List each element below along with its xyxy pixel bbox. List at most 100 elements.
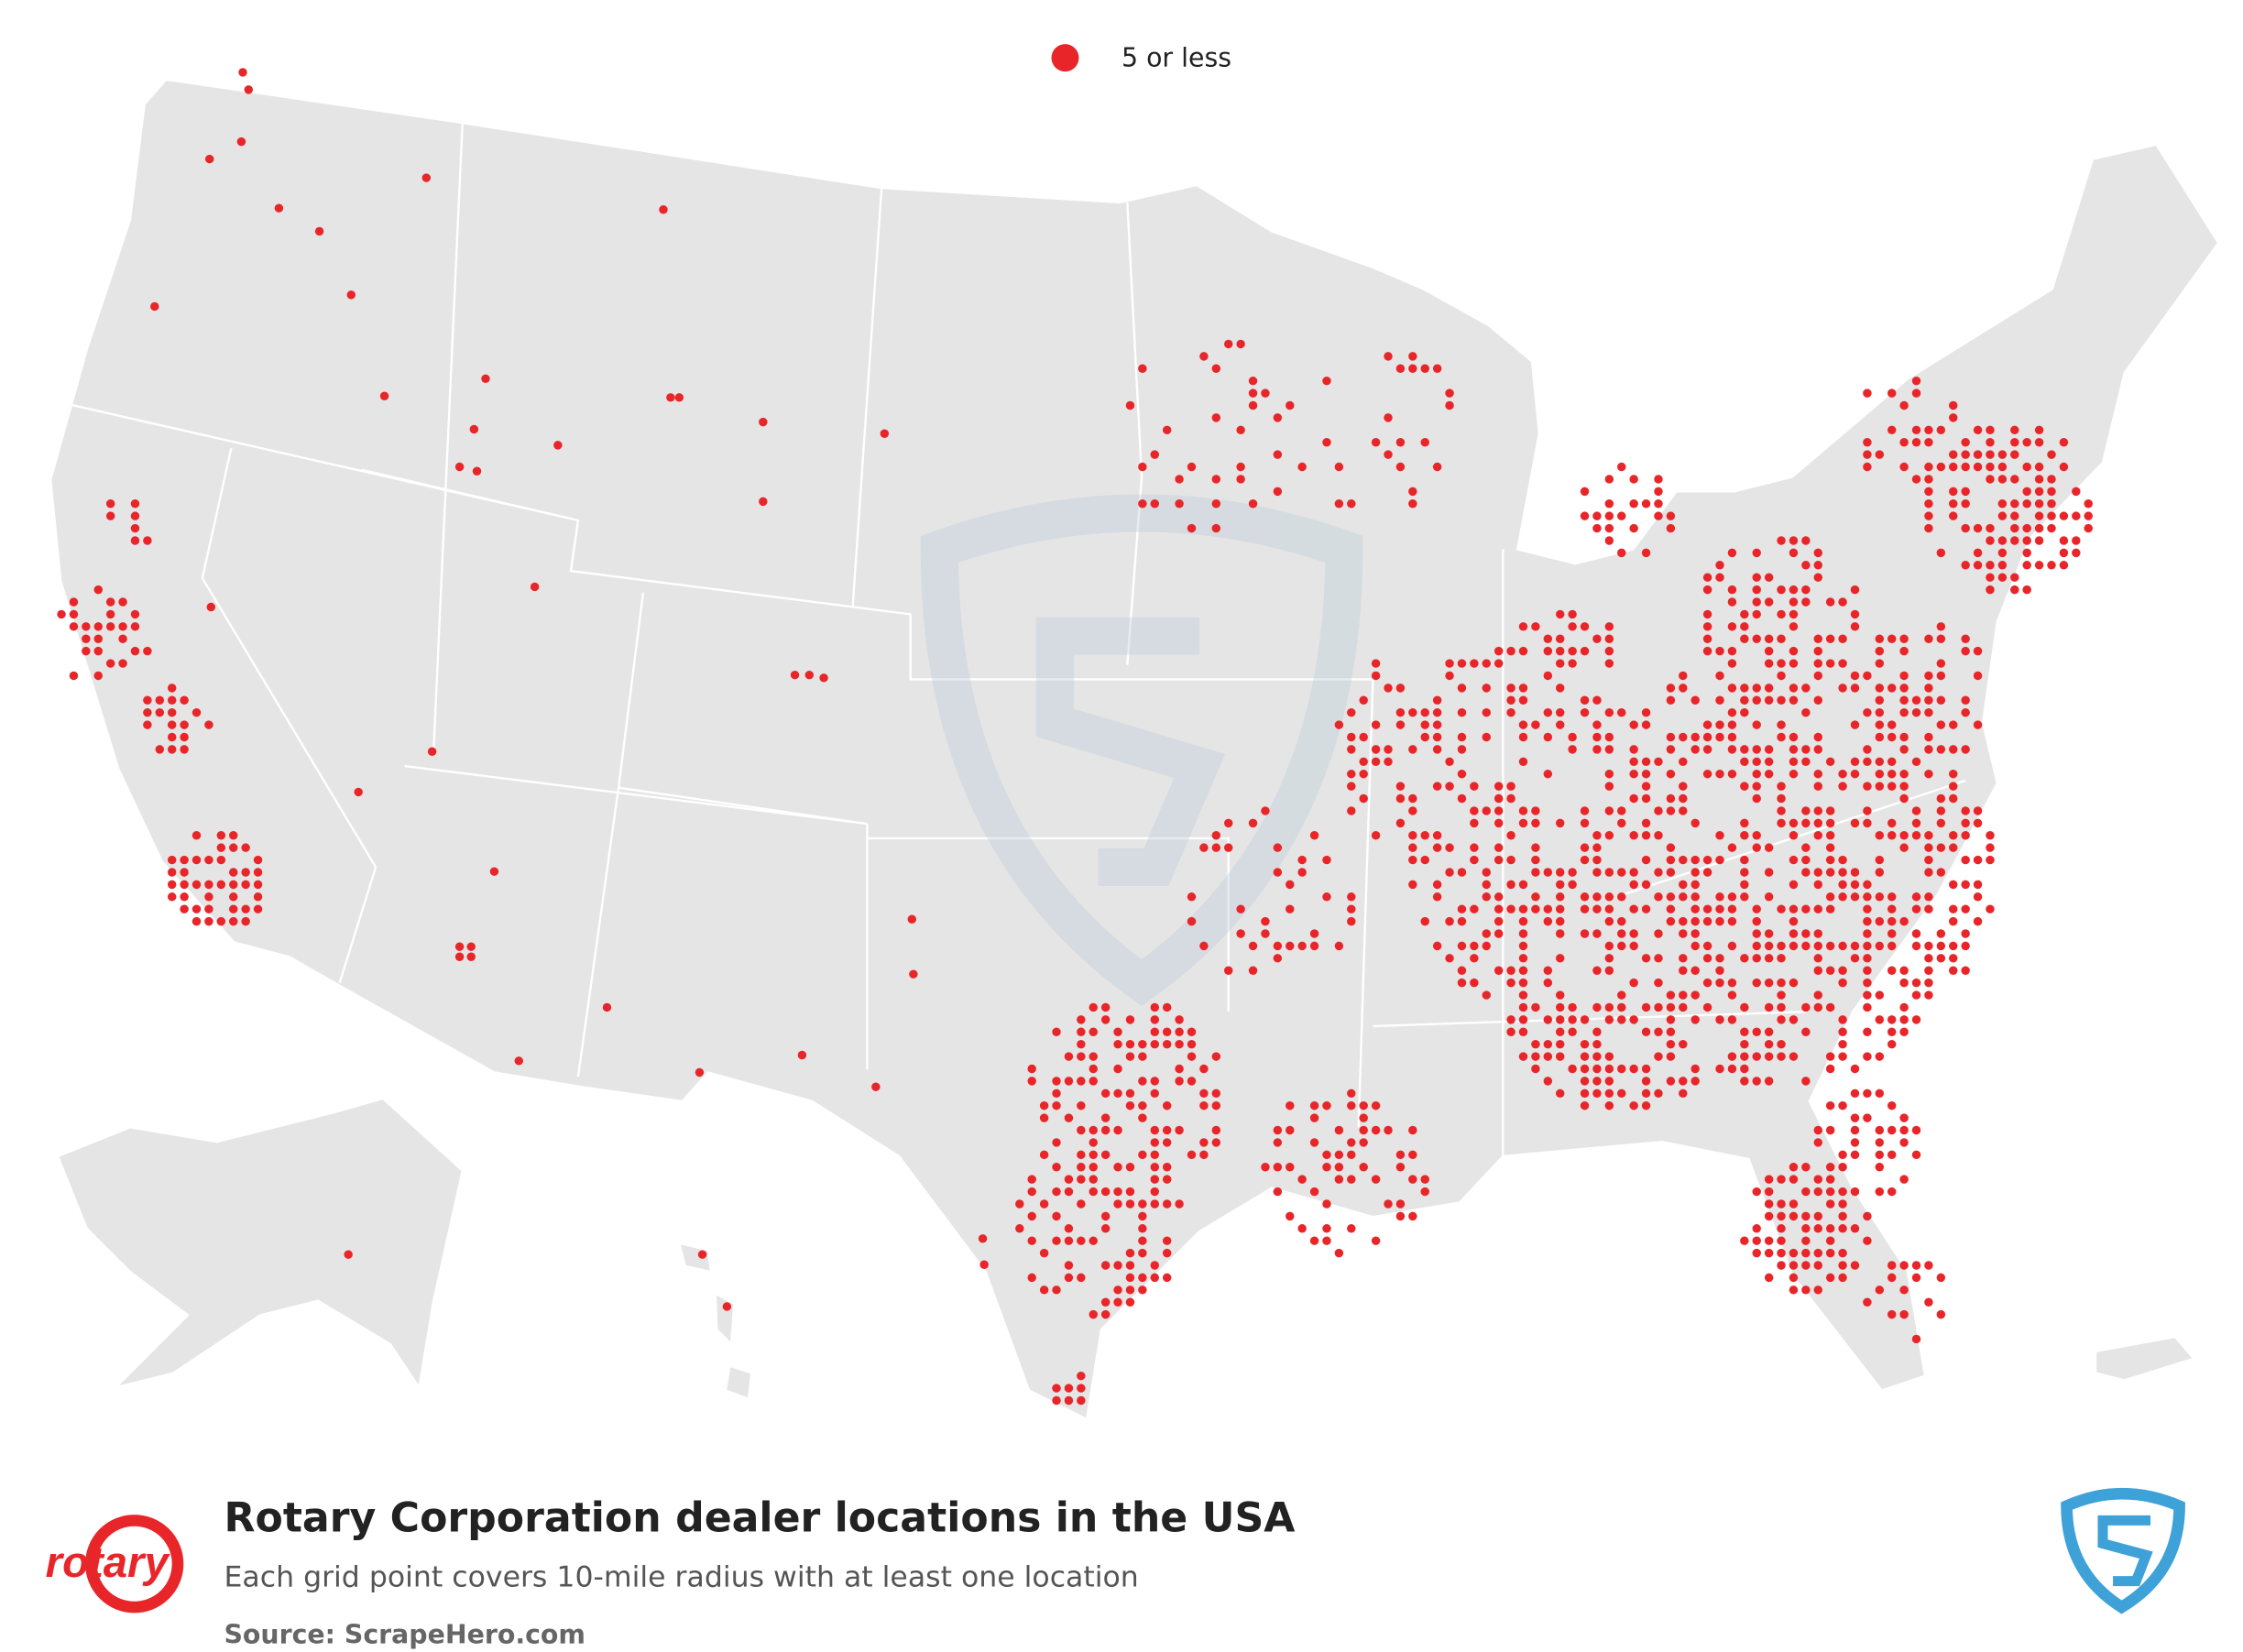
location-dot [1949, 720, 1958, 729]
location-dot [1494, 659, 1504, 668]
location-dot [1666, 695, 1676, 706]
location-dot [1777, 941, 1786, 951]
location-dot [1911, 1150, 1921, 1160]
location-dot [2034, 511, 2044, 520]
location-dot [1531, 1052, 1540, 1061]
location-dot [1359, 1163, 1368, 1172]
location-dot [150, 301, 159, 312]
location-dot [1420, 831, 1429, 840]
location-dot [1580, 1077, 1590, 1086]
location-dot [1125, 1248, 1135, 1258]
location-dot [253, 892, 263, 902]
location-dot [1211, 364, 1221, 374]
location-dot [1825, 855, 1835, 865]
location-dot [1813, 573, 1822, 582]
location-dot [1924, 732, 1933, 742]
location-dot [1973, 720, 1983, 729]
location-dot [1555, 1027, 1565, 1036]
location-dot [1457, 732, 1467, 742]
location-dot [1580, 1089, 1590, 1099]
location-dot [1580, 1064, 1590, 1074]
location-dot [1777, 782, 1786, 791]
location-dot [1764, 1002, 1774, 1012]
location-dot [1949, 954, 1958, 963]
location-dot [1911, 831, 1921, 840]
location-dot [1863, 892, 1872, 902]
location-dot [1949, 941, 1958, 951]
location-dot [1039, 1248, 1049, 1258]
location-dot [1641, 793, 1651, 804]
location-dot [2047, 511, 2056, 520]
location-dot [1617, 1064, 1626, 1074]
location-dot [1089, 1187, 1098, 1197]
location-dot [1432, 941, 1442, 951]
location-dot [1629, 757, 1638, 767]
location-dot [1199, 1064, 1209, 1074]
location-dot [1408, 843, 1417, 852]
location-dot [105, 511, 115, 520]
location-dot [1309, 1138, 1319, 1147]
location-dot [1138, 499, 1147, 509]
location-dot [1863, 1297, 1872, 1307]
location-dot [1887, 1309, 1897, 1319]
location-dot [1863, 966, 1872, 975]
location-dot [1973, 806, 1983, 815]
location-dot [238, 68, 247, 77]
location-dot [1273, 1187, 1283, 1197]
location-dot [2084, 499, 2093, 509]
location-dot [1297, 462, 1307, 472]
location-dot [1580, 806, 1590, 815]
location-dot [1789, 695, 1799, 706]
location-dot [1604, 1015, 1614, 1024]
location-dot [1604, 634, 1614, 643]
location-dot [454, 462, 465, 472]
location-dot [1052, 1285, 1061, 1295]
location-dot [659, 205, 668, 214]
location-dot [1641, 707, 1651, 717]
location-dot [1150, 1273, 1160, 1283]
location-dot [1740, 880, 1749, 890]
location-dot [1347, 499, 1356, 509]
location-dot [1752, 684, 1761, 693]
location-dot [1187, 892, 1197, 902]
location-dot [1690, 818, 1700, 828]
location-dot [1568, 646, 1577, 656]
location-dot [1838, 855, 1847, 865]
location-dot [1752, 831, 1761, 840]
location-dot [1825, 1224, 1835, 1233]
location-dot [229, 880, 238, 890]
location-dot [1863, 757, 1872, 767]
location-dot [1297, 855, 1307, 865]
location-dot [1150, 1261, 1160, 1270]
location-dot [1604, 892, 1614, 902]
location-dot [1100, 1261, 1111, 1270]
location-dot [1838, 1100, 1847, 1110]
location-dot [1592, 1052, 1602, 1061]
location-dot [1875, 1138, 1885, 1147]
location-dot [1727, 941, 1737, 951]
location-dot [167, 868, 177, 877]
location-dot [1801, 1077, 1811, 1086]
location-dot [2010, 511, 2019, 520]
location-dot [2010, 475, 2019, 484]
location-dot [1531, 855, 1540, 865]
location-dot [2072, 511, 2081, 520]
location-dot [1604, 511, 1614, 520]
location-dot [1936, 818, 1946, 828]
location-dot [1752, 573, 1761, 582]
location-dot [979, 1260, 989, 1269]
location-dot [1457, 707, 1467, 717]
location-dot [1052, 1100, 1061, 1110]
location-dot [1961, 634, 1970, 643]
location-dot [1089, 1064, 1098, 1074]
location-dot [1752, 916, 1761, 926]
location-dot [1949, 769, 1958, 779]
location-dot [105, 609, 115, 619]
location-dot [1604, 782, 1614, 791]
location-dot [1887, 916, 1897, 926]
location-dot [1789, 757, 1799, 767]
location-dot [1555, 818, 1565, 828]
location-dot [1211, 1138, 1221, 1147]
location-dot [1494, 929, 1504, 938]
